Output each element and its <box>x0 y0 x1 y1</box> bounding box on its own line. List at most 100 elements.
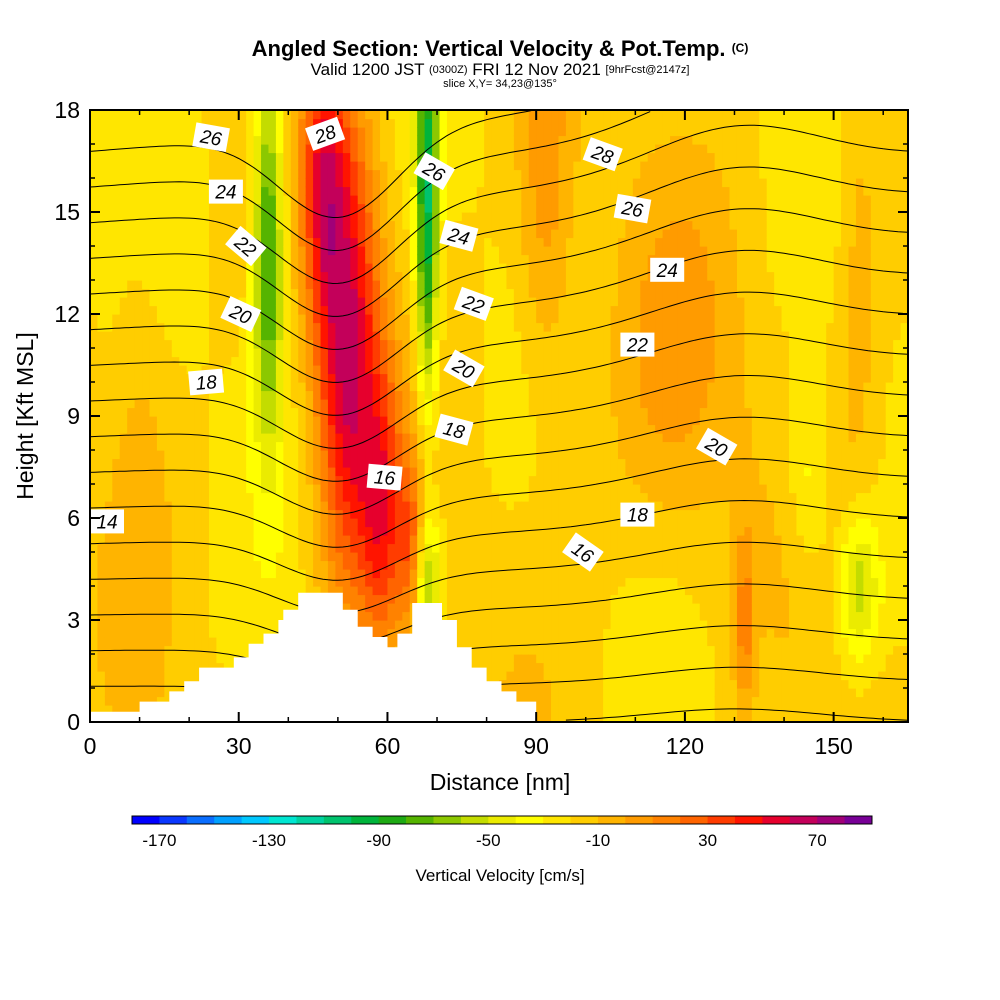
velocity-cell <box>261 356 270 366</box>
velocity-cell <box>499 552 508 562</box>
velocity-cell <box>573 152 582 162</box>
velocity-cell <box>543 560 552 570</box>
velocity-cell <box>142 246 151 256</box>
velocity-cell <box>179 144 188 154</box>
velocity-cell <box>335 348 344 358</box>
velocity-cell <box>238 331 247 341</box>
velocity-cell <box>90 331 99 341</box>
velocity-cell <box>283 195 292 205</box>
velocity-cell <box>261 492 270 502</box>
velocity-cell <box>454 169 463 179</box>
velocity-cell <box>580 518 589 528</box>
velocity-cell <box>327 203 336 213</box>
velocity-cell <box>536 424 545 434</box>
velocity-cell <box>439 475 448 485</box>
velocity-cell <box>350 441 359 451</box>
velocity-cell <box>305 552 314 562</box>
velocity-cell <box>283 297 292 307</box>
velocity-cell <box>201 543 210 553</box>
velocity-cell <box>603 611 612 621</box>
velocity-cell <box>305 467 314 477</box>
velocity-cell <box>573 331 582 341</box>
velocity-cell <box>275 195 284 205</box>
velocity-cell <box>156 220 165 230</box>
velocity-cell <box>476 620 485 630</box>
velocity-cell <box>484 254 493 264</box>
velocity-cell <box>253 118 262 128</box>
velocity-cell <box>484 144 493 154</box>
velocity-cell <box>208 552 218 562</box>
velocity-cell <box>513 484 522 494</box>
velocity-cell <box>97 152 106 162</box>
velocity-cell <box>90 356 99 366</box>
velocity-cell <box>499 399 508 409</box>
velocity-cell <box>469 637 478 647</box>
velocity-cell <box>223 212 232 222</box>
velocity-cell <box>275 373 284 383</box>
velocity-cell <box>275 475 284 485</box>
velocity-cell <box>149 390 158 400</box>
velocity-cell <box>90 552 99 562</box>
velocity-cell <box>499 560 508 570</box>
velocity-cell <box>246 144 255 154</box>
velocity-cell <box>528 484 537 494</box>
velocity-cell <box>283 543 292 553</box>
velocity-cell <box>104 484 113 494</box>
velocity-cell <box>290 110 299 120</box>
velocity-cell <box>365 399 374 409</box>
velocity-cell <box>603 671 612 681</box>
velocity-cell <box>320 152 329 162</box>
velocity-cell <box>231 603 240 613</box>
velocity-cell <box>513 424 522 434</box>
velocity-cell <box>365 518 374 528</box>
velocity-cell <box>513 441 522 451</box>
velocity-cell <box>394 314 403 324</box>
velocity-cell <box>580 314 589 324</box>
velocity-cell <box>164 220 173 230</box>
velocity-cell <box>186 348 195 358</box>
velocity-cell <box>417 373 426 383</box>
velocity-cell <box>327 501 336 511</box>
velocity-cell <box>461 501 470 511</box>
velocity-cell <box>350 314 359 324</box>
velocity-cell <box>186 424 195 434</box>
velocity-cell <box>365 305 374 315</box>
velocity-cell <box>543 390 552 400</box>
velocity-cell <box>536 288 545 298</box>
velocity-cell <box>275 356 284 366</box>
velocity-cell <box>372 424 381 434</box>
velocity-cell <box>394 560 403 570</box>
velocity-cell <box>446 552 455 562</box>
velocity-cell <box>164 484 173 494</box>
velocity-cell <box>372 577 381 587</box>
velocity-cell <box>283 169 292 179</box>
velocity-cell <box>320 161 329 171</box>
velocity-cell <box>595 569 604 579</box>
velocity-cell <box>513 118 522 128</box>
velocity-cell <box>372 110 381 120</box>
velocity-cell <box>409 475 418 485</box>
velocity-cell <box>171 220 180 230</box>
velocity-cell <box>513 611 522 621</box>
velocity-cell <box>194 407 203 417</box>
velocity-cell <box>134 620 143 630</box>
velocity-cell <box>543 186 552 196</box>
velocity-cell <box>127 594 136 604</box>
velocity-cell <box>595 526 604 536</box>
velocity-cell <box>476 611 485 621</box>
velocity-cell <box>499 433 508 443</box>
velocity-cell <box>543 356 552 366</box>
velocity-cell <box>372 441 381 451</box>
velocity-cell <box>283 484 292 494</box>
velocity-cell <box>223 169 232 179</box>
velocity-cell <box>290 373 299 383</box>
velocity-cell <box>521 161 530 171</box>
velocity-cell <box>432 518 441 528</box>
velocity-cell <box>432 407 441 417</box>
velocity-cell <box>268 280 277 290</box>
velocity-cell <box>127 229 136 239</box>
velocity-cell <box>216 118 225 128</box>
velocity-cell <box>305 195 314 205</box>
velocity-cell <box>417 229 426 239</box>
velocity-cell <box>565 628 574 638</box>
